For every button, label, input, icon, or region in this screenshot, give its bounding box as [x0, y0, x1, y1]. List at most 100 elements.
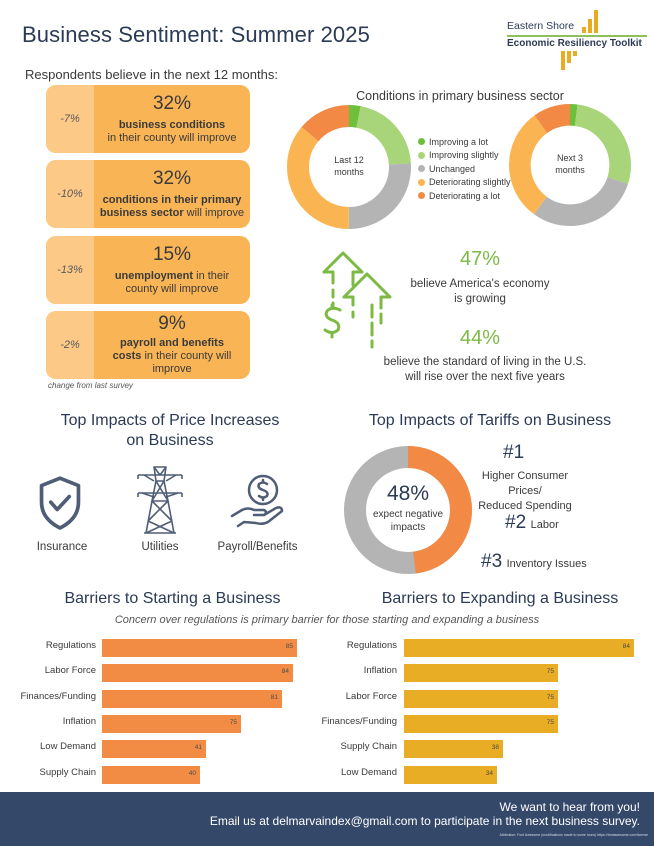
footer-email-text: Email us at delmarvaindex@gmail.com to p… [209, 814, 640, 828]
logo-bar-icon [573, 51, 577, 56]
impact-label-payroll-benefits: Payroll/Benefits [217, 541, 298, 553]
tariff-percent: 48% [386, 482, 430, 505]
tariff-rank-3-text: Inventory Issues [506, 558, 587, 570]
bar-value: 84 [622, 643, 630, 650]
stat-card-sector-conditions: -10% 32% conditions in their primary bus… [46, 160, 250, 228]
bar: 84 [102, 664, 293, 683]
legend-item: Improving a lot [418, 135, 511, 149]
tariff-rank-2: #2 [505, 512, 527, 533]
bar: 84 [404, 639, 634, 657]
bar-row: Regulations 85 [0, 639, 654, 657]
legend-dot-icon [418, 165, 425, 173]
bar-value: 85 [285, 643, 293, 650]
bar-label: Inflation [363, 665, 397, 677]
bar: 75 [404, 664, 558, 683]
legend-item: Deteriorating slightly [418, 176, 511, 190]
legend-dot-icon [418, 192, 425, 200]
power-tower-icon [137, 466, 183, 534]
bar-row: Supply Chain 38 [0, 740, 654, 759]
toolkit-logo: Eastern Shore Economic Resiliency Toolki… [507, 8, 647, 72]
logo-bar-icon [582, 27, 586, 33]
change-note: change from last survey [48, 381, 133, 390]
tariff-rank-2-text: Labor [530, 519, 559, 531]
stat-bold-text: payroll and benefits costs [112, 337, 224, 363]
bar: 75 [404, 689, 558, 708]
change-value: -10% [46, 160, 94, 228]
change-value: -2% [46, 311, 94, 379]
bar-value: 40 [188, 769, 196, 777]
bar-value: 75 [229, 718, 237, 726]
bar-label: Supply Chain [39, 766, 96, 778]
bar-value: 38 [491, 744, 499, 752]
living-standard-text: believe the standard of living in the U.… [383, 356, 587, 383]
tariff-rank-3-row: #3 Inventory Issues [481, 551, 587, 573]
bar-row: Low Demand 34 [0, 765, 654, 784]
legend-dot-icon [418, 138, 425, 146]
shield-check-icon [39, 476, 81, 530]
bar-label: Low Demand [40, 741, 96, 753]
bar-value: 34 [485, 769, 493, 777]
stat-percent: 9% [158, 313, 186, 335]
bar: 40 [102, 765, 200, 784]
tariff-rank-3: #3 [481, 551, 503, 572]
bar-label: Low Demand [341, 766, 397, 778]
sector-chart-title: Conditions in primary business sector [356, 89, 564, 103]
living-standard-percent: 44% [459, 327, 501, 349]
footer-callout: We want to hear from you! [499, 800, 640, 814]
legend-dot-icon [418, 178, 425, 186]
footer-attribution: Attribution: Font Awesome (modifications… [499, 833, 648, 837]
respondents-label: Respondents believe in the next 12 month… [25, 67, 278, 82]
stat-text: will improve [186, 206, 245, 219]
impact-label-utilities: Utilities [141, 541, 179, 553]
stat-percent: 32% [152, 92, 192, 114]
logo-bar-icon [594, 10, 598, 33]
stat-text: in their county will improve [107, 131, 237, 144]
tariff-rank-1: #1 [503, 442, 525, 463]
expanding-barriers-title: Barriers to Expanding a Business [381, 590, 619, 607]
tariff-donut: 48% expect negative impacts [344, 446, 472, 574]
economy-growing-percent: 47% [459, 248, 501, 270]
bar-row: Inflation 75 [0, 664, 654, 683]
bar-label: Labor Force [44, 665, 96, 677]
bar-label: Inflation [62, 715, 96, 727]
stat-bold-text: unemployment [114, 269, 194, 282]
bar-label: Supply Chain [340, 741, 397, 753]
bar-row: Regulations 84 [0, 639, 654, 657]
bar: 75 [102, 714, 241, 733]
stat-bold-text: business conditions [118, 118, 226, 131]
bar-value: 75 [546, 668, 554, 676]
donut-label: Last 12 [334, 155, 364, 166]
donut-last-12-months: Last 12 months [287, 105, 411, 229]
stat-text: in their county will improve [144, 350, 232, 376]
bar: 81 [102, 689, 282, 708]
donut-label: Next 3 [556, 153, 583, 164]
change-value: -7% [46, 85, 94, 153]
hand-dollar-icon [230, 474, 284, 528]
logo-text-bottom: Economic Resiliency Toolkit [507, 38, 642, 49]
bar: 34 [404, 765, 497, 784]
bar-label: Labor Force [345, 690, 397, 702]
stat-percent: 32% [152, 167, 192, 189]
legend-item: Deteriorating a lot [418, 189, 511, 203]
tariff-rank-2-row: #2 Labor [505, 512, 559, 534]
barriers-subtitle: Concern over regulations is primary barr… [114, 614, 540, 626]
page-title: Business Sentiment: Summer 2025 [22, 22, 370, 47]
logo-divider [507, 35, 647, 37]
price-impacts-title: Top Impacts of Price Increases on Busines… [60, 412, 280, 449]
stat-percent: 15% [152, 243, 192, 265]
stat-card-unemployment: -13% 15% unemployment in their county wi… [46, 236, 250, 304]
sector-legend: Improving a lot Improving slightly Uncha… [418, 135, 511, 203]
logo-bar-icon [567, 51, 571, 63]
bar-row: Low Demand 41 [0, 740, 654, 759]
logo-bar-icon [588, 19, 592, 33]
tariff-rank-1-text: Higher Consumer Prices/Reduced Spending [478, 470, 572, 512]
bar-value: 75 [546, 718, 554, 726]
bar-row: Labor Force 75 [0, 689, 654, 708]
bar: 75 [404, 714, 558, 733]
footer: We want to hear from you! Email us at de… [0, 792, 654, 846]
bar-value: 81 [270, 693, 278, 701]
legend-item: Unchanged [418, 162, 511, 176]
change-value: -13% [46, 236, 94, 304]
bar: 85 [102, 639, 297, 657]
logo-text-top: Eastern Shore [507, 20, 575, 32]
